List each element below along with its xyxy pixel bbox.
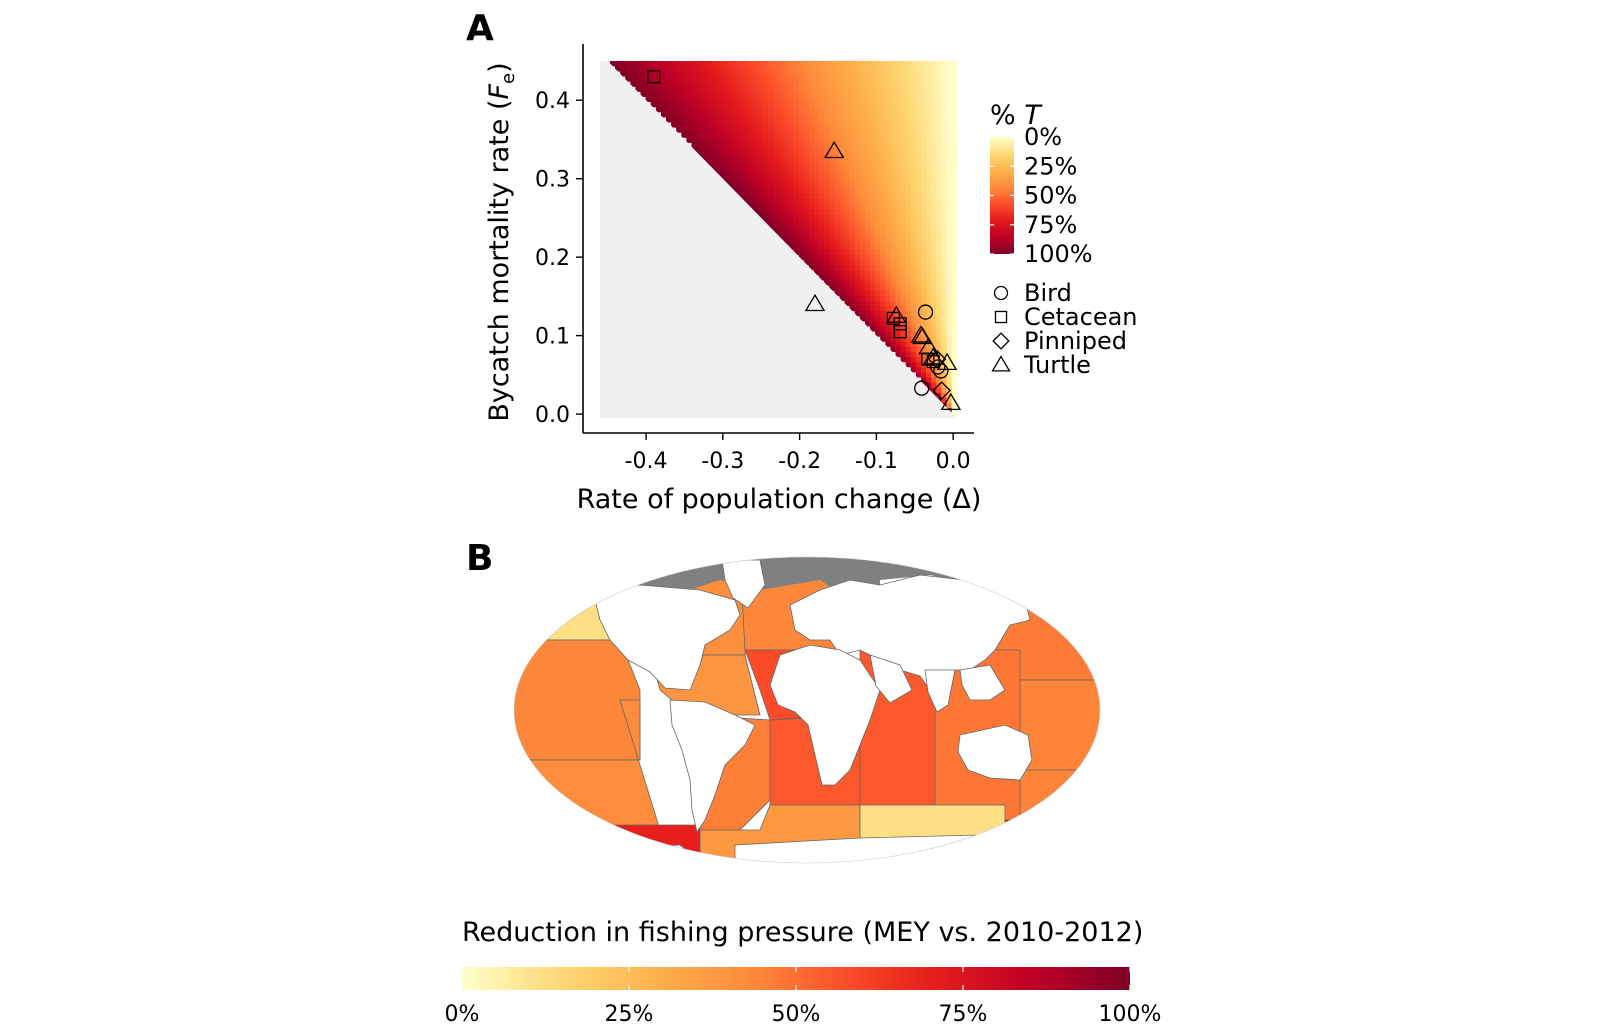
legend-label: 50% <box>772 1002 821 1027</box>
y-axis-label: Bycatch mortality rate (Fe) <box>484 62 519 421</box>
colorbar-labels: 0%25%50%75%100% <box>990 123 1093 268</box>
legend-label: 25% <box>605 1002 654 1027</box>
legend-label-pinniped: Pinniped <box>1024 327 1127 355</box>
legend-label-bird: Bird <box>1024 279 1072 307</box>
point-turtle <box>918 337 939 355</box>
australia <box>957 724 1033 781</box>
point-bird <box>914 380 930 396</box>
point-cetacean <box>647 70 661 84</box>
colorbar-label: 75% <box>1024 211 1077 239</box>
legend-title: Reduction in fishing pressure (MEY vs. 2… <box>462 917 1143 948</box>
y-tick-label: 0.4 <box>535 89 570 114</box>
point-bird <box>917 304 934 320</box>
point-turtle <box>912 326 933 345</box>
region-pacific-southwest <box>1009 769 1100 826</box>
legend-label-turtle: Turtle <box>1023 351 1091 379</box>
legend-marker-bird <box>993 285 1009 301</box>
colorbar-label: 100% <box>1024 240 1093 268</box>
legend-marker-turtle <box>991 355 1011 372</box>
point-cetacean <box>893 325 907 339</box>
colorbar-label: 25% <box>1024 152 1077 180</box>
map-outline <box>513 556 1101 864</box>
region-pacific-eastern-central <box>514 639 641 761</box>
world-map <box>513 556 1101 864</box>
greenland <box>721 559 766 609</box>
point-pinniped <box>927 349 947 369</box>
y-tick-label: 0.3 <box>535 168 570 193</box>
x-tick-label: -0.2 <box>778 449 821 474</box>
panel-a-label: A <box>466 8 494 49</box>
x-axis-label: Rate of population change (Δ) <box>577 484 982 515</box>
southeast-asia <box>959 664 1006 701</box>
region-pacific-antarctic-east <box>1004 819 1100 863</box>
x-tick-label: -0.1 <box>855 449 898 474</box>
x-tick-label: -0.3 <box>701 449 744 474</box>
point-pinniped <box>932 381 951 400</box>
fishing-pressure-colorbar <box>462 967 1130 990</box>
species-points <box>647 70 962 411</box>
india <box>924 669 956 713</box>
point-turtle <box>804 293 826 312</box>
legend-labels: 0% 25% 50% 75% 100% <box>445 967 1162 1027</box>
panel-a-plot: -0.4 -0.3 -0.2 -0.1 0.0 0.0 0.1 0.2 0.3 0.4 Rate… <box>484 44 981 515</box>
legend-label: 75% <box>939 1002 988 1027</box>
north-america <box>594 584 741 691</box>
legend-marker-cetacean <box>994 310 1008 324</box>
x-ticks: -0.4 -0.3 -0.2 -0.1 0.0 <box>625 433 971 474</box>
point-turtle <box>922 347 944 365</box>
legend-label-cetacean: Cetacean <box>1024 303 1138 331</box>
tradeoff-heatmap <box>600 61 957 418</box>
y-tick-label: 0.0 <box>535 403 570 428</box>
point-turtle <box>940 392 962 411</box>
point-turtle <box>936 352 958 371</box>
south-america <box>669 699 756 833</box>
arabia <box>869 654 913 704</box>
fishing-pressure-legend: Reduction in fishing pressure (MEY vs. 2… <box>445 917 1162 1027</box>
percent-t-gradient <box>600 61 957 418</box>
y-ticks: 0.0 0.1 0.2 0.3 0.4 <box>535 89 583 428</box>
point-turtle <box>823 140 845 159</box>
point-cetacean <box>926 354 940 369</box>
legend-label: 0% <box>445 1002 480 1027</box>
fishing-areas <box>514 557 1100 863</box>
point-turtle <box>886 305 907 323</box>
x-tick-label: -0.4 <box>625 449 668 474</box>
y-tick-label: 0.1 <box>535 325 570 350</box>
legend-marker-pinniped <box>992 332 1010 350</box>
legend-label: 100% <box>1099 1002 1162 1027</box>
point-cetacean <box>893 317 907 331</box>
region-pacific-antarctic-west <box>514 824 701 863</box>
y-tick-label: 0.2 <box>535 246 570 271</box>
x-tick-label: 0.0 <box>936 449 971 474</box>
percent-t-legend: % T 0%25%50%75%100% BirdCetaceanPinniped… <box>990 100 1138 379</box>
colorbar-label: 50% <box>1024 182 1077 210</box>
africa <box>769 644 881 786</box>
panel-b-label: B <box>466 538 493 579</box>
colorbar-label: 0% <box>1024 123 1062 151</box>
colorbar-title: % T <box>990 100 1043 131</box>
